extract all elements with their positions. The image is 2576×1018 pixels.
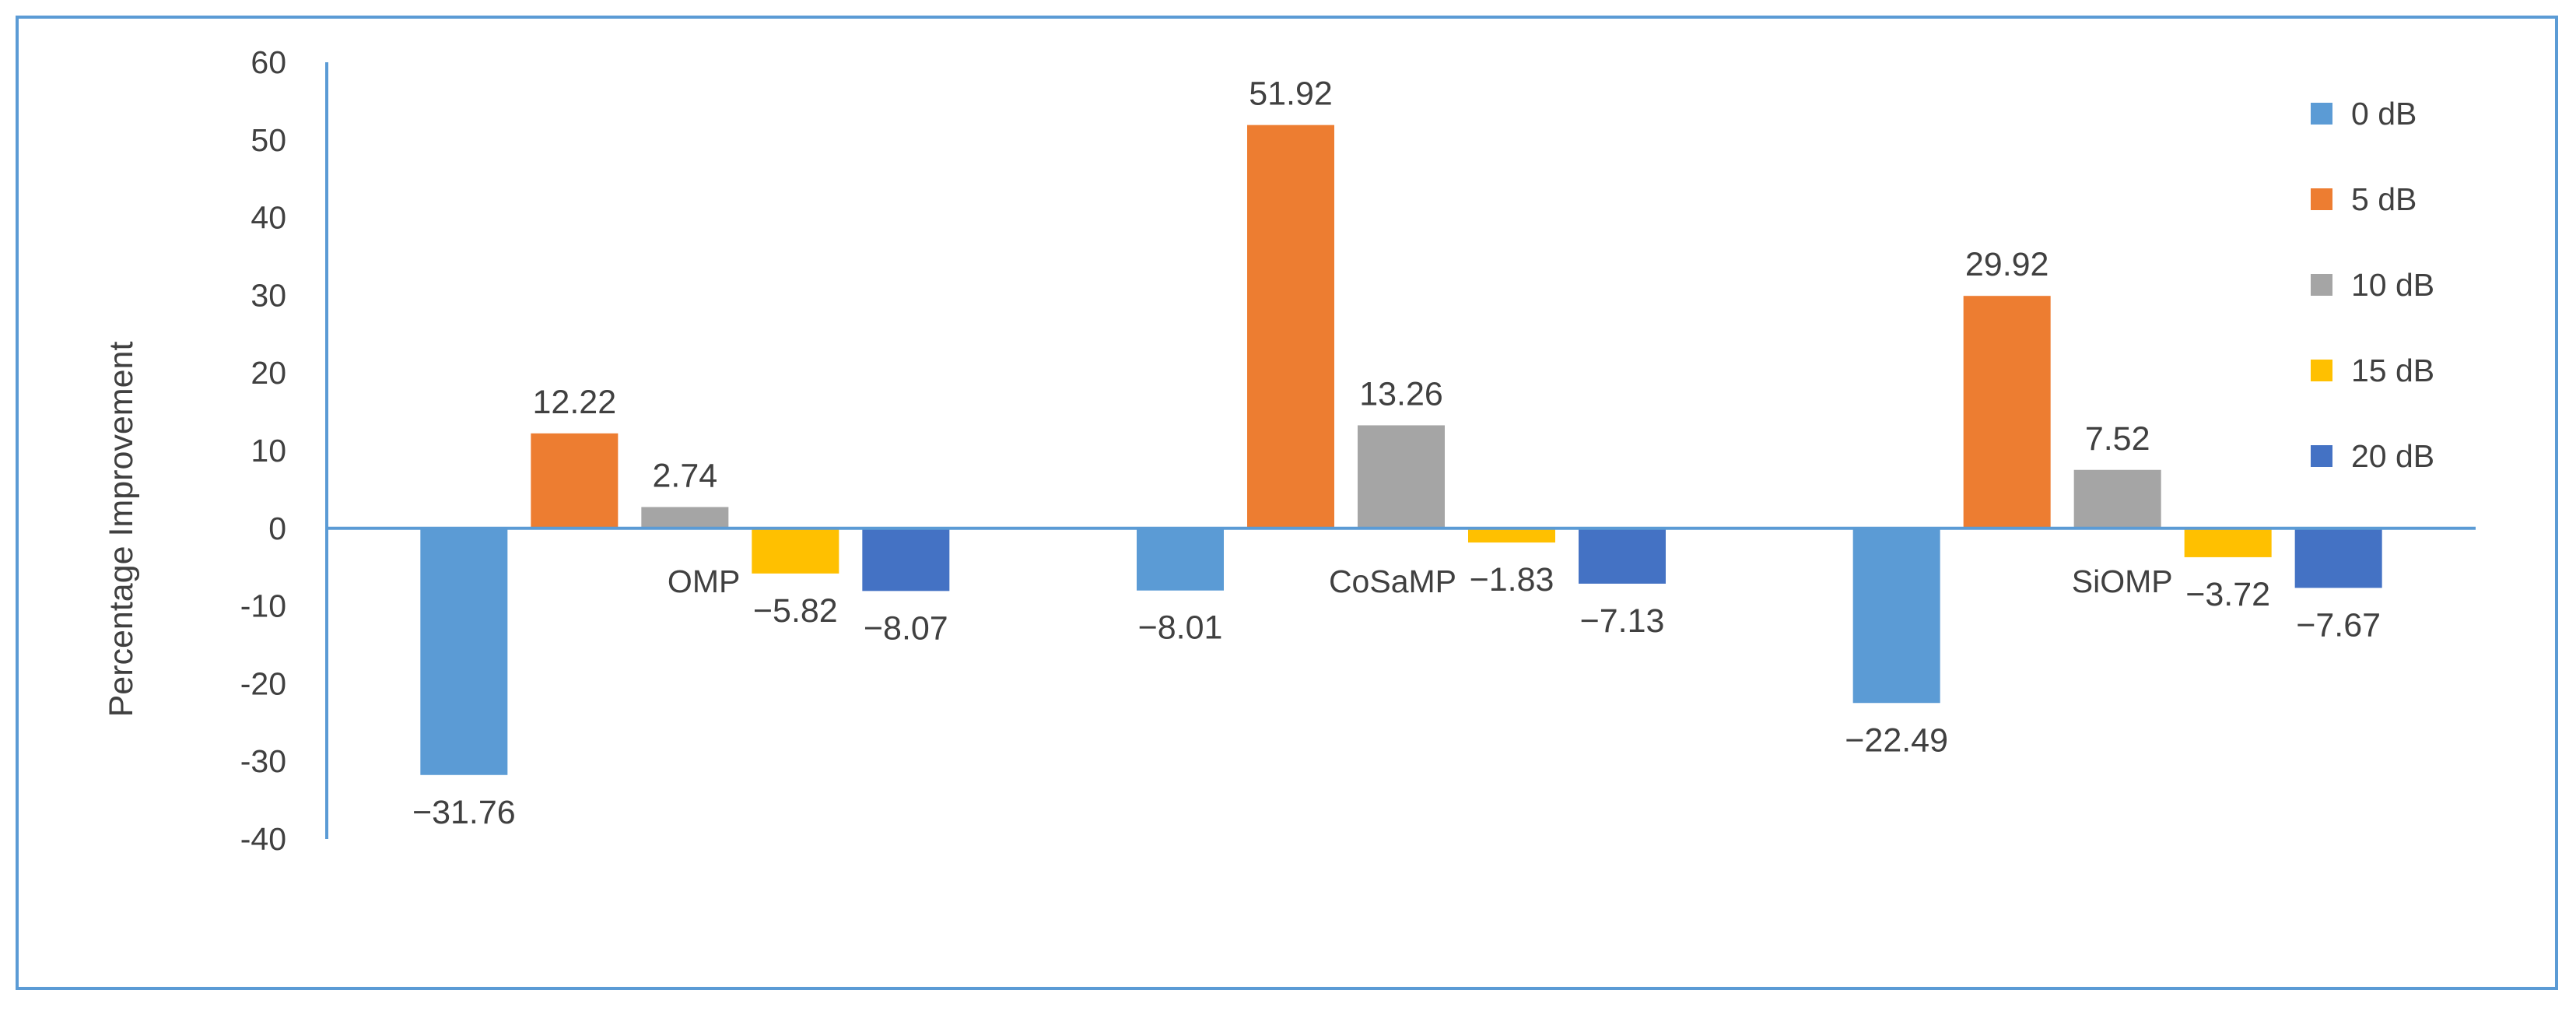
legend-label: 10 dB xyxy=(2351,267,2434,303)
data-label: −3.72 xyxy=(2185,576,2270,613)
bar-0db-omp xyxy=(420,528,508,775)
data-label: 7.52 xyxy=(2085,420,2150,458)
y-tick-label: 30 xyxy=(251,277,286,313)
data-label: 29.92 xyxy=(1965,246,2049,283)
category-label: OMP xyxy=(668,563,740,599)
y-tick-label: 50 xyxy=(251,122,286,158)
bar-15db-siomp xyxy=(2184,528,2272,557)
y-tick-label: 0 xyxy=(268,511,286,546)
y-axis-ticks: -40 -30 -20 -10 0 10 20 30 40 50 60 xyxy=(240,44,286,857)
data-label: −7.67 xyxy=(2296,606,2381,644)
legend-swatch xyxy=(2311,103,2332,125)
y-tick-label: -20 xyxy=(240,665,286,701)
data-label: −22.49 xyxy=(1845,721,1948,759)
bar-15db-cosamp xyxy=(1468,528,1555,543)
legend-swatch xyxy=(2311,360,2332,381)
y-tick-label: 20 xyxy=(251,355,286,391)
y-tick-label: 10 xyxy=(251,433,286,469)
bar-10db-omp xyxy=(641,507,729,528)
bar-5db-omp xyxy=(531,433,619,528)
legend-swatch xyxy=(2311,274,2332,296)
data-label: 51.92 xyxy=(1249,75,1333,113)
legend-label: 15 dB xyxy=(2351,353,2434,388)
bar-20db-omp xyxy=(862,528,950,591)
bar-10db-cosamp xyxy=(1358,425,1445,528)
bar-10db-siomp xyxy=(2073,469,2161,528)
data-label: 13.26 xyxy=(1359,375,1443,412)
category-label: SiOMP xyxy=(2072,563,2173,599)
data-label: −31.76 xyxy=(412,794,516,831)
bar-15db-omp xyxy=(752,528,839,574)
category-label: CoSaMP xyxy=(1329,563,1456,599)
bar-5db-siomp xyxy=(1963,296,2051,528)
bar-0db-siomp xyxy=(1852,528,1940,704)
legend-swatch xyxy=(2311,188,2332,210)
y-tick-label: -30 xyxy=(240,743,286,779)
legend-label: 20 dB xyxy=(2351,438,2434,474)
data-label: −8.01 xyxy=(1138,609,1223,647)
bar-0db-cosamp xyxy=(1137,528,1224,591)
bars xyxy=(420,125,2382,775)
data-label: 12.22 xyxy=(533,384,617,421)
y-tick-label: 60 xyxy=(251,44,286,80)
bar-20db-cosamp xyxy=(1579,528,1666,584)
data-label: −8.07 xyxy=(864,609,948,647)
y-tick-label: -40 xyxy=(240,821,286,857)
y-axis-title: Percentage Improvement xyxy=(103,342,140,718)
legend-swatch xyxy=(2311,445,2332,467)
data-labels: −31.76 12.22 2.74 −5.82 −8.07 −8.01 51.92 13.26… xyxy=(412,75,2381,831)
y-tick-label: -10 xyxy=(240,588,286,624)
bar-5db-cosamp xyxy=(1247,125,1334,528)
legend: 0 dB 5 dB 10 dB 15 dB 20 dB xyxy=(2311,96,2434,474)
data-label: −5.82 xyxy=(753,592,838,630)
legend-label: 5 dB xyxy=(2351,181,2417,217)
data-label: −7.13 xyxy=(1580,602,1665,640)
data-label: −1.83 xyxy=(1470,561,1554,599)
category-labels: OMP CoSaMP SiOMP xyxy=(668,563,2173,599)
legend-label: 0 dB xyxy=(2351,96,2417,132)
data-label: 2.74 xyxy=(652,457,717,494)
bar-20db-siomp xyxy=(2294,528,2382,588)
y-tick-label: 40 xyxy=(251,200,286,236)
